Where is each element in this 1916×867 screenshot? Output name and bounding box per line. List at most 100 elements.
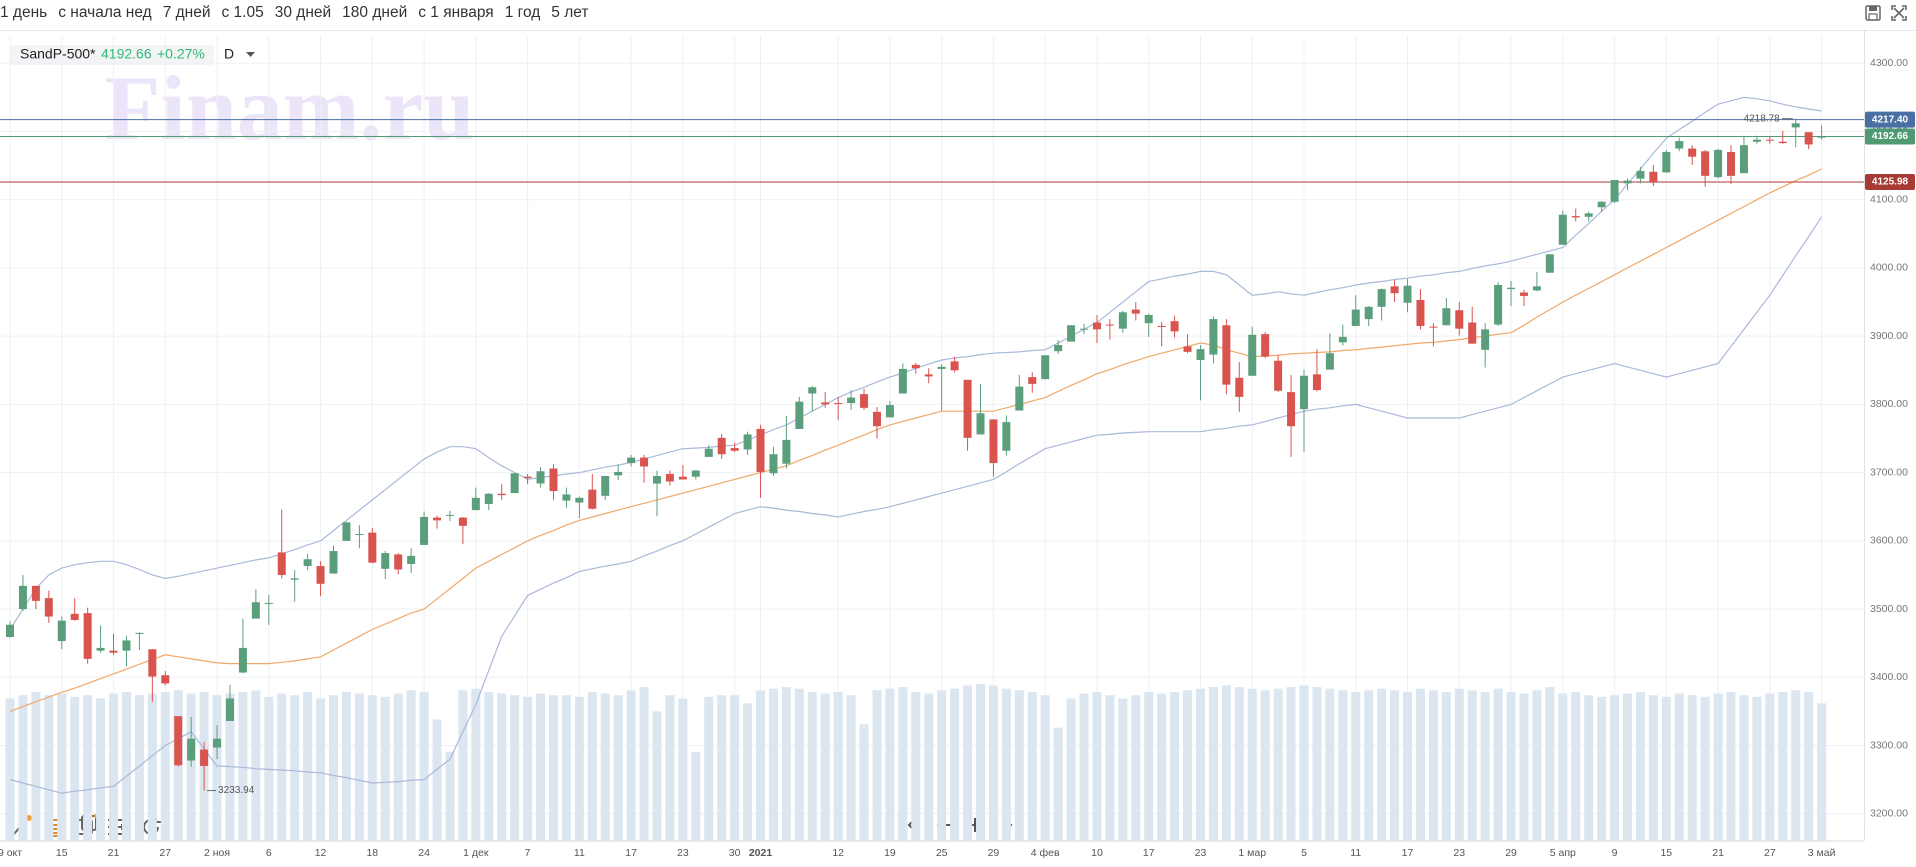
x-tick-label: 18	[366, 847, 378, 859]
legend-box[interactable]	[10, 45, 214, 65]
x-tick-label: 17	[625, 847, 637, 859]
volume-bar	[160, 691, 170, 841]
volume-bar	[1441, 691, 1451, 841]
period-button[interactable]: 30 дней	[274, 4, 332, 21]
volume-bar	[212, 695, 222, 841]
dropdown-arrow[interactable]	[246, 52, 255, 57]
volume-bar	[704, 696, 714, 841]
candle-body	[303, 559, 312, 567]
candle-body	[6, 624, 14, 638]
legend-interval[interactable]: D	[224, 46, 234, 62]
candle-body	[860, 394, 869, 408]
period-button[interactable]: 1 год	[504, 4, 541, 21]
candle-body	[264, 602, 273, 604]
period-button[interactable]: с 1.05	[221, 4, 264, 21]
volume-bar	[277, 693, 287, 841]
candle-body	[769, 454, 778, 474]
candle-body	[1170, 321, 1179, 332]
volume-bar	[1118, 698, 1128, 841]
candle-body	[187, 738, 196, 761]
fullscreen-icon[interactable]	[1891, 5, 1907, 21]
volume-bar	[1273, 688, 1283, 841]
candle-body	[795, 401, 804, 429]
candle-body	[1429, 326, 1438, 328]
volume-bar	[1623, 693, 1632, 841]
volume-bar	[1221, 685, 1231, 841]
candle-body	[911, 364, 920, 369]
volume-bar	[1195, 688, 1205, 841]
volume-bar	[807, 691, 817, 841]
candle-body	[1804, 132, 1813, 145]
candle-body	[1416, 300, 1425, 326]
candle-body	[1144, 315, 1153, 324]
volume-bar	[497, 693, 507, 841]
volume-bar	[1390, 690, 1400, 841]
candle-body	[834, 403, 843, 405]
volume-bar	[510, 695, 520, 841]
volume-bar	[1804, 691, 1814, 841]
x-tick-label: 1 дек	[463, 847, 489, 859]
candle-body	[329, 551, 338, 574]
volume-bar	[1661, 696, 1671, 841]
volume-bar	[109, 693, 119, 841]
period-button[interactable]: 5 лет	[551, 4, 589, 21]
candle-body	[872, 411, 881, 427]
candle-body	[290, 578, 299, 580]
volume-bar	[1674, 693, 1684, 841]
candle-body	[1041, 355, 1050, 380]
candle-body	[1532, 286, 1541, 291]
volume-bar	[406, 690, 416, 841]
volume-bar	[5, 698, 15, 841]
volume-bar	[1377, 688, 1387, 841]
candle-body	[575, 497, 584, 503]
volume-bar	[1014, 690, 1024, 841]
period-button[interactable]: с 1 января	[418, 4, 494, 21]
candle-body	[653, 476, 661, 484]
candle-body	[381, 553, 390, 569]
volume-bar	[600, 693, 610, 841]
candle-body	[70, 613, 79, 620]
x-tick-label: 23	[677, 847, 689, 859]
candle-body	[885, 405, 894, 418]
candle-body	[57, 620, 66, 642]
x-tick-label: 15	[56, 847, 68, 859]
candle-body	[1507, 287, 1516, 290]
volume-bar	[445, 751, 455, 841]
volume-bar	[730, 695, 740, 841]
candle-body	[1623, 180, 1632, 184]
save-icon[interactable]	[1865, 5, 1881, 21]
x-tick-label: 23	[1195, 847, 1207, 859]
x-tick-label: 19	[884, 847, 896, 859]
volume-bar	[1234, 687, 1244, 841]
candle-body	[678, 476, 687, 480]
candle-body	[1778, 141, 1787, 144]
volume-bar	[587, 691, 597, 841]
candle-body	[1610, 179, 1619, 202]
y-tick-label: 3400.00	[1870, 671, 1908, 683]
volume-bar	[1170, 691, 1180, 841]
volume-bar	[57, 693, 67, 841]
x-tick-label: 6	[266, 847, 272, 859]
candle-body	[1209, 319, 1218, 355]
candle-body	[717, 437, 726, 455]
candle-body	[1196, 349, 1205, 361]
volume-bar	[1105, 695, 1115, 841]
period-button[interactable]: 1 день	[0, 4, 48, 21]
y-tick-label: 4300.00	[1870, 57, 1908, 69]
volume-bar	[316, 698, 326, 841]
candle-body	[1752, 139, 1761, 142]
candle-body	[122, 640, 131, 651]
volume-bar	[678, 698, 688, 841]
volume-bar	[1700, 696, 1710, 841]
candle-body	[1403, 285, 1412, 303]
volume-bar	[652, 711, 662, 841]
period-button[interactable]: 180 дней	[342, 4, 408, 21]
volume-bar	[626, 690, 636, 841]
period-button[interactable]: с начала нед	[58, 4, 152, 21]
candle-body	[1455, 310, 1464, 329]
volume-bar	[1545, 687, 1555, 841]
period-button[interactable]: 7 дней	[162, 4, 211, 21]
volume-bar	[1208, 687, 1218, 841]
